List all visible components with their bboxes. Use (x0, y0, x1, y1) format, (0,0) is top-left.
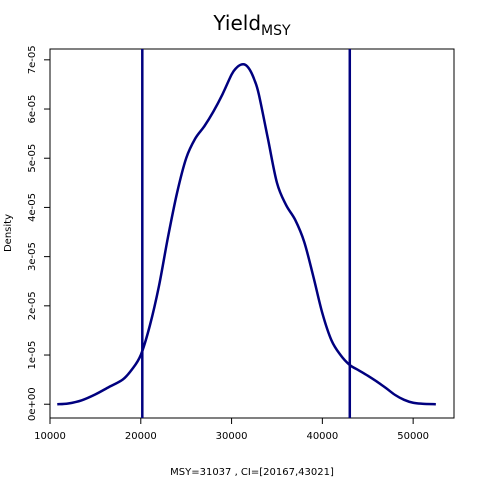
y-axis-label: Density (3, 214, 14, 252)
plot-frame (49, 48, 455, 419)
plot-area (57, 49, 436, 418)
x-axis-label: MSY=31037 , CI=[20167,43021] (170, 467, 334, 478)
x-tick-label: 10000 (34, 431, 66, 442)
title-text: Yield (212, 11, 261, 35)
y-tick-label: 2e-05 (27, 291, 38, 320)
y-axis: 0e+00 1e-05 2e-05 3e-05 4e-05 5e-05 6e-05 7e-05 (27, 45, 50, 421)
y-tick-label: 1e-05 (27, 341, 38, 370)
x-tick-label: 40000 (306, 431, 338, 442)
x-tick-label: 30000 (216, 431, 248, 442)
y-tick-label: 7e-05 (27, 45, 38, 74)
y-tick-label: 5e-05 (27, 144, 38, 173)
x-tick-label: 20000 (125, 431, 157, 442)
density-curve (57, 62, 436, 406)
title-subscript: MSY (261, 23, 291, 39)
x-tick-label: 50000 (397, 431, 429, 442)
y-tick-label: 6e-05 (27, 95, 38, 124)
y-tick-label: 0e+00 (27, 387, 38, 421)
y-tick-label: 4e-05 (27, 193, 38, 222)
y-tick-label: 3e-05 (27, 242, 38, 271)
x-axis: 10000 20000 30000 40000 50000 (34, 418, 429, 442)
chart-title: Yield MSY (212, 11, 291, 39)
